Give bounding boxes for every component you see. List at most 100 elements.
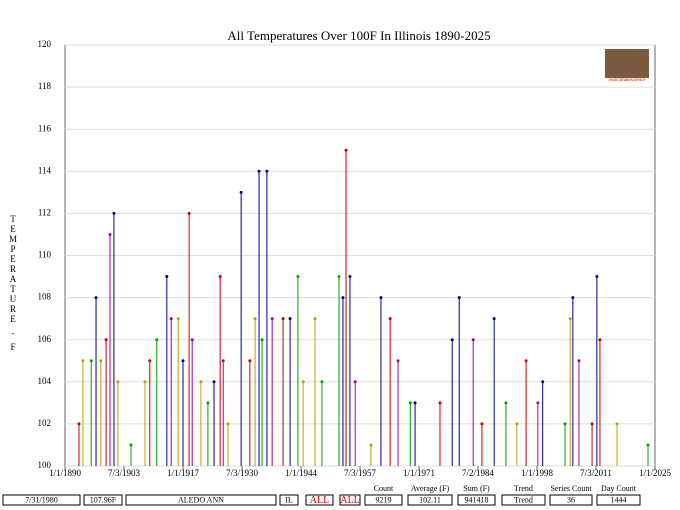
point	[480, 422, 484, 426]
point	[169, 317, 173, 321]
point	[396, 359, 400, 363]
point	[571, 296, 575, 300]
point	[221, 359, 225, 363]
point	[260, 338, 264, 342]
y-tick-label: 118	[38, 81, 52, 91]
stat-label: Count	[374, 484, 394, 493]
point	[379, 296, 383, 300]
footer-field-box	[305, 494, 334, 506]
point	[199, 380, 203, 384]
footer-field: ALL	[340, 495, 359, 506]
stat-value-box	[549, 494, 593, 506]
point	[190, 338, 194, 342]
stat-value: 36	[567, 495, 575, 504]
point	[296, 275, 300, 279]
y-tick-label: 120	[38, 39, 52, 49]
point	[369, 443, 373, 447]
point	[598, 338, 602, 342]
point	[288, 317, 292, 321]
point	[108, 232, 112, 236]
point	[143, 380, 147, 384]
stat-label: Average (F)	[411, 484, 450, 493]
x-tick-label: 7/3/1930	[226, 468, 259, 478]
stat-label: Sum (F)	[463, 484, 490, 493]
stat-label: Day Count	[601, 484, 637, 493]
stat-label: Series Count	[550, 484, 592, 493]
stat-value: 9219	[376, 495, 392, 504]
x-tick-label: 7/3/1957	[344, 468, 377, 478]
point	[281, 317, 285, 321]
logo-text: realclimatescience	[609, 78, 647, 83]
point	[348, 275, 352, 279]
point	[165, 275, 169, 279]
point	[155, 338, 159, 342]
footer-field: IL	[285, 495, 293, 504]
point	[181, 359, 185, 363]
point	[438, 401, 442, 405]
point	[301, 380, 305, 384]
y-tick-label: 110	[38, 250, 52, 260]
point	[341, 296, 345, 300]
footer-field: ALEDO ANN	[178, 495, 224, 504]
point	[320, 380, 324, 384]
footer-field-box	[339, 494, 361, 506]
point	[104, 338, 108, 342]
point	[408, 401, 412, 405]
point	[218, 275, 222, 279]
point	[89, 359, 93, 363]
footer-field: 107.96F	[90, 495, 117, 504]
point	[563, 422, 567, 426]
footer-field-box	[125, 494, 277, 506]
y-tick-label: 112	[38, 207, 51, 217]
point	[206, 401, 210, 405]
point	[248, 359, 252, 363]
stat-value-box	[407, 494, 453, 506]
point	[413, 401, 417, 405]
y-tick-label: 114	[38, 165, 52, 175]
point	[212, 380, 216, 384]
stat-value: 1444	[611, 495, 627, 504]
point	[344, 148, 348, 152]
point	[226, 422, 230, 426]
y-tick-label: 102	[38, 418, 52, 428]
point	[257, 169, 261, 173]
point	[253, 317, 257, 321]
x-tick-label: 1/1/1890	[49, 468, 82, 478]
footer-field-box	[83, 494, 123, 506]
x-tick-label: 1/1/1971	[403, 468, 435, 478]
point	[99, 359, 103, 363]
logo	[605, 49, 649, 78]
point	[492, 317, 496, 321]
stat-value-box	[457, 494, 496, 506]
point	[77, 422, 81, 426]
x-tick-label: 7/3/1903	[108, 468, 141, 478]
footer-field-box	[2, 494, 81, 506]
point	[568, 317, 572, 321]
x-tick-label: 7/3/2011	[580, 468, 612, 478]
y-tick-label: 104	[38, 376, 52, 386]
point	[388, 317, 392, 321]
point	[590, 422, 594, 426]
point	[471, 338, 475, 342]
stat-value: 102.11	[419, 495, 441, 504]
x-tick-label: 1/1/1917	[167, 468, 200, 478]
x-tick-label: 1/1/2025	[639, 468, 672, 478]
point	[129, 443, 133, 447]
x-tick-label: 1/1/1944	[285, 468, 318, 478]
point	[176, 317, 180, 321]
point	[457, 296, 461, 300]
point	[148, 359, 152, 363]
stat-value: 941418	[465, 495, 489, 504]
stat-value-box	[501, 494, 546, 506]
x-tick-label: 7/2/1984	[462, 468, 495, 478]
point	[504, 401, 508, 405]
stat-label: Trend	[514, 484, 533, 493]
point	[615, 422, 619, 426]
footer-field: 7/31/1980	[25, 495, 57, 504]
footer-field-box	[279, 494, 299, 506]
point	[577, 359, 581, 363]
point	[524, 359, 528, 363]
y-tick-label: 108	[38, 292, 52, 302]
